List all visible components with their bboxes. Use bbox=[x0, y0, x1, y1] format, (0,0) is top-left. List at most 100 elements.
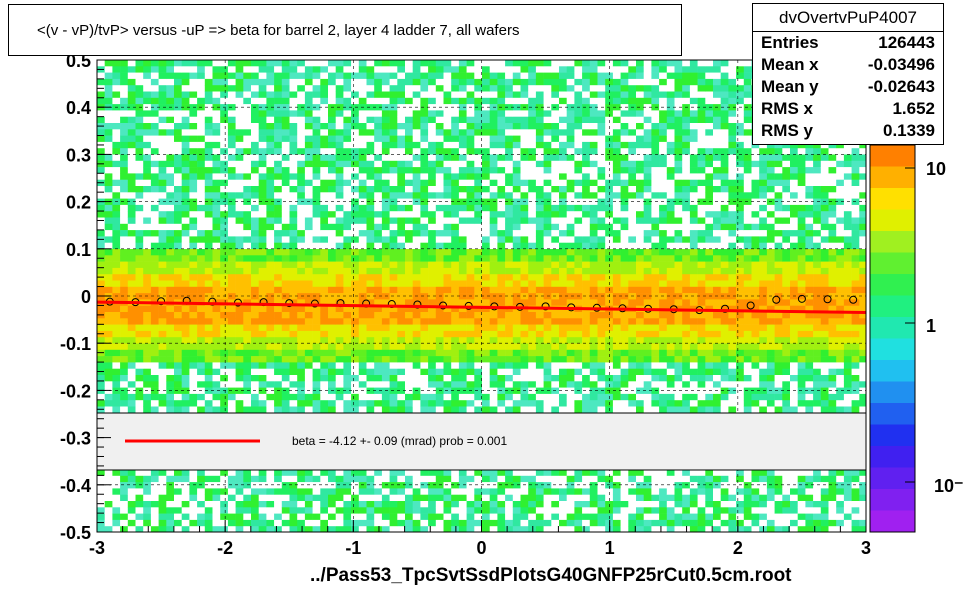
heatmap-cell bbox=[512, 173, 521, 180]
heatmap-cell bbox=[212, 261, 221, 269]
heatmap-cell bbox=[605, 186, 614, 193]
heatmap-cell bbox=[166, 123, 175, 130]
heatmap-cell bbox=[266, 267, 275, 275]
heatmap-cell bbox=[289, 513, 298, 521]
heatmap-cell bbox=[181, 393, 190, 401]
heatmap-cell bbox=[166, 330, 175, 338]
heatmap-cell bbox=[304, 381, 313, 388]
heatmap-cell bbox=[204, 186, 213, 193]
heatmap-cell bbox=[212, 129, 221, 136]
heatmap-cell bbox=[343, 179, 352, 187]
heatmap-cell bbox=[197, 393, 206, 401]
heatmap-cell bbox=[597, 267, 606, 275]
heatmap-cell bbox=[312, 186, 321, 193]
heatmap-cell bbox=[243, 519, 252, 527]
heatmap-cell bbox=[582, 223, 591, 231]
heatmap-cell bbox=[589, 494, 598, 502]
heatmap-cell bbox=[120, 78, 129, 86]
heatmap-cell bbox=[204, 519, 213, 527]
heatmap-cell bbox=[520, 280, 529, 288]
heatmap-cell bbox=[220, 116, 229, 124]
heatmap-cell bbox=[135, 293, 144, 300]
heatmap-cell bbox=[405, 286, 413, 294]
heatmap-cell bbox=[281, 141, 290, 149]
heatmap-cell bbox=[120, 368, 129, 376]
heatmap-cell bbox=[420, 135, 429, 143]
heatmap-cell bbox=[551, 406, 560, 414]
heatmap-cell bbox=[266, 104, 275, 111]
heatmap-cell bbox=[120, 305, 129, 313]
heatmap-cell bbox=[543, 116, 552, 124]
heatmap-cell bbox=[551, 482, 560, 489]
heatmap-cell bbox=[574, 337, 583, 344]
heatmap-cell bbox=[574, 312, 583, 319]
heatmap-cell bbox=[489, 192, 498, 199]
heatmap-cell bbox=[520, 230, 529, 237]
heatmap-cell bbox=[466, 343, 475, 351]
heatmap-cell bbox=[112, 362, 121, 369]
heatmap-cell bbox=[320, 513, 329, 521]
heatmap-cell bbox=[474, 186, 483, 193]
heatmap-cell bbox=[127, 204, 136, 212]
heatmap-cell bbox=[120, 501, 129, 508]
heatmap-cell bbox=[512, 387, 521, 395]
heatmap-cell bbox=[104, 280, 113, 288]
heatmap-cell bbox=[405, 343, 413, 351]
heatmap-cell bbox=[559, 299, 567, 306]
heatmap-cell bbox=[543, 267, 552, 275]
heatmap-cell bbox=[512, 91, 521, 99]
heatmap-cell bbox=[135, 97, 144, 105]
heatmap-cell bbox=[104, 204, 113, 212]
heatmap-cell bbox=[466, 267, 475, 275]
heatmap-cell bbox=[605, 154, 614, 162]
heatmap-cell bbox=[551, 261, 560, 269]
heatmap-cell bbox=[512, 400, 521, 407]
heatmap-cell bbox=[597, 217, 606, 225]
heatmap-cell bbox=[451, 494, 460, 502]
heatmap-cell bbox=[389, 356, 398, 363]
heatmap-cell bbox=[574, 280, 583, 288]
heatmap-cell bbox=[474, 135, 483, 143]
heatmap-cell bbox=[220, 60, 229, 67]
heatmap-cell bbox=[405, 387, 413, 395]
heatmap-cell bbox=[166, 469, 175, 477]
heatmap-cell bbox=[543, 204, 552, 212]
heatmap-cell bbox=[543, 236, 552, 243]
heatmap-cell bbox=[212, 519, 221, 527]
heatmap-cell bbox=[443, 494, 452, 502]
heatmap-cell bbox=[466, 286, 475, 294]
heatmap-cell bbox=[166, 154, 175, 162]
heatmap-cell bbox=[328, 123, 336, 130]
heatmap-cell bbox=[243, 318, 252, 325]
heatmap-cell bbox=[605, 249, 614, 256]
heatmap-cell bbox=[150, 255, 159, 262]
heatmap-cell bbox=[312, 167, 321, 174]
heatmap-cell bbox=[559, 280, 567, 288]
heatmap-cell bbox=[497, 280, 506, 288]
heatmap-cell bbox=[543, 60, 552, 67]
heatmap-cell bbox=[304, 97, 313, 105]
heatmap-cell bbox=[197, 519, 206, 527]
heatmap-cell bbox=[312, 526, 321, 532]
heatmap-cell bbox=[358, 519, 367, 527]
heatmap-cell bbox=[528, 337, 537, 344]
heatmap-cell bbox=[374, 406, 383, 414]
heatmap-cell bbox=[420, 519, 429, 527]
heatmap-cell bbox=[289, 104, 298, 111]
heatmap-cell bbox=[605, 217, 614, 225]
heatmap-cell bbox=[251, 526, 259, 532]
heatmap-cell bbox=[512, 230, 521, 237]
heatmap-cell bbox=[512, 501, 521, 508]
heatmap-cell bbox=[559, 129, 567, 136]
heatmap-cell bbox=[227, 387, 236, 395]
heatmap-cell bbox=[304, 110, 313, 117]
heatmap-cell bbox=[281, 501, 290, 508]
heatmap-cell bbox=[482, 501, 490, 508]
heatmap-cell bbox=[274, 469, 283, 477]
heatmap-cell bbox=[574, 148, 583, 155]
heatmap-cell bbox=[566, 475, 575, 483]
heatmap-cell bbox=[551, 167, 560, 174]
heatmap-cell bbox=[120, 494, 129, 502]
heatmap-cell bbox=[166, 482, 175, 489]
heatmap-cell bbox=[97, 343, 105, 351]
